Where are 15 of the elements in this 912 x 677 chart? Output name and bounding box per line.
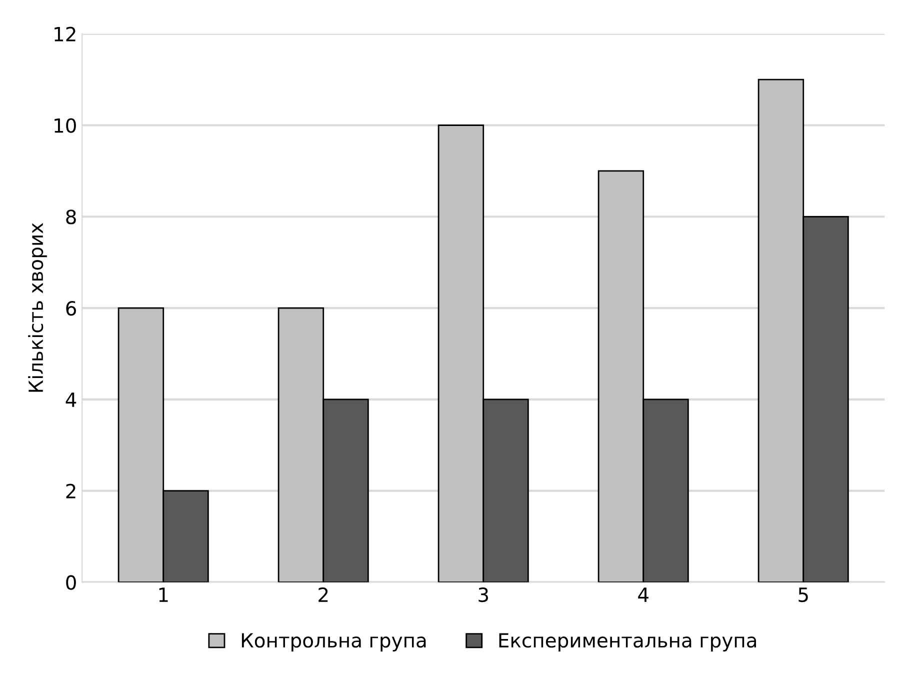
- x-tick-label: 5: [798, 588, 808, 602]
- x-tick-label: 1: [159, 588, 168, 602]
- y-tick-label: 10: [54, 118, 76, 133]
- y-tick-label: 6: [66, 300, 76, 316]
- legend-label: Контрольна група: [242, 633, 426, 652]
- y-tick-label: 12: [54, 26, 76, 42]
- y-axis-title: Кількість хворих: [28, 223, 47, 392]
- legend-label: Експериментальна група: [499, 633, 756, 652]
- x-tick-label: 4: [638, 588, 648, 602]
- y-tick-label: 0: [66, 575, 76, 590]
- y-tick-label: 8: [66, 210, 76, 224]
- x-tick-label: 3: [478, 587, 488, 602]
- y-tick-label: 4: [66, 392, 76, 407]
- y-tick-label: 2: [66, 484, 76, 498]
- x-tick-label: 2: [318, 587, 328, 602]
